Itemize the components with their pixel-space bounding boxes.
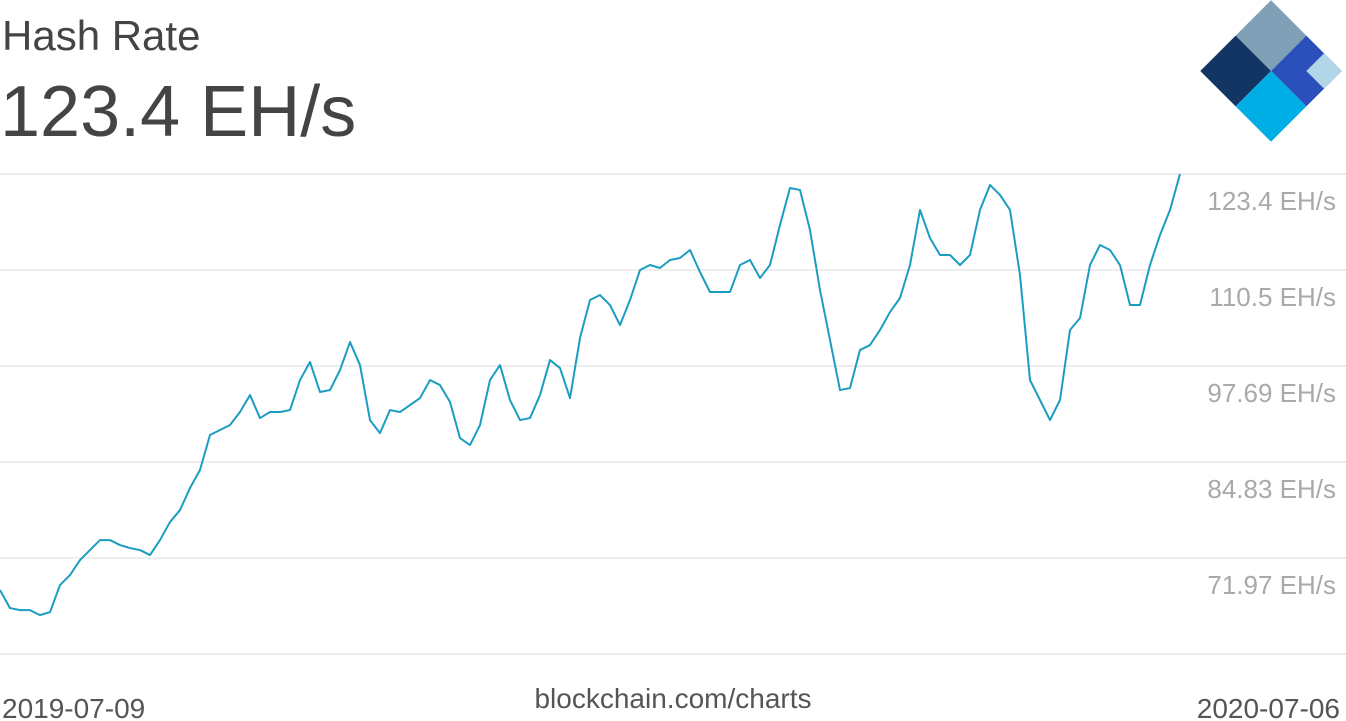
source-label: blockchain.com/charts [534, 683, 811, 714]
y-tick-label: 97.69 EH/s [1207, 378, 1336, 408]
headline-value: 123.4 EH/s [0, 72, 356, 152]
y-tick-label: 84.83 EH/s [1207, 474, 1336, 504]
data-line [0, 173, 1181, 617]
y-tick-label: 110.5 EH/s [1209, 282, 1336, 312]
x-tick-label: 2020-07-06 [1197, 693, 1340, 721]
chart-title: Hash Rate [2, 12, 200, 59]
x-tick-label: 2019-07-09 [2, 693, 145, 721]
y-tick-label: 71.97 EH/s [1207, 570, 1336, 600]
logo [1200, 0, 1342, 142]
y-tick-label: 123.4 EH/s [1207, 186, 1336, 216]
